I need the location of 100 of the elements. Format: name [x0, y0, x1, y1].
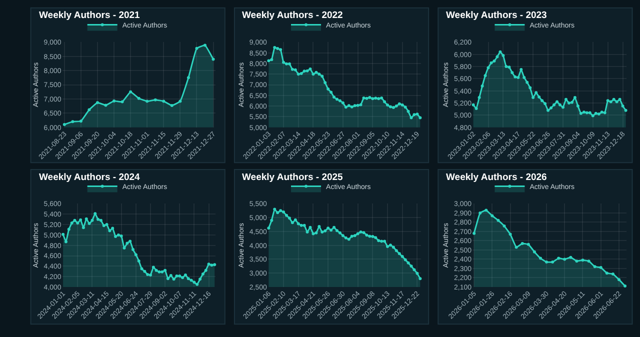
point [296, 222, 300, 226]
point [532, 250, 536, 254]
point [350, 105, 354, 108]
point [210, 264, 214, 267]
point [320, 74, 324, 78]
point [564, 98, 568, 101]
point [388, 105, 392, 108]
point [312, 232, 315, 236]
point [160, 270, 164, 274]
point [294, 68, 297, 72]
point [207, 262, 210, 266]
point [186, 76, 190, 80]
point [605, 272, 608, 275]
point [129, 90, 132, 94]
point [294, 218, 297, 222]
point [504, 65, 508, 68]
point [528, 86, 532, 90]
point [520, 242, 524, 246]
point [618, 98, 622, 101]
point [312, 72, 315, 76]
point [324, 81, 327, 84]
point [362, 231, 366, 234]
point [418, 277, 422, 280]
point [347, 238, 350, 241]
point [383, 240, 386, 243]
point [170, 104, 174, 107]
point [406, 261, 410, 264]
point [496, 218, 500, 222]
point [62, 232, 65, 236]
point [624, 284, 627, 288]
point [356, 104, 360, 107]
point [140, 267, 144, 270]
point [341, 234, 344, 238]
point [341, 101, 344, 104]
point [300, 72, 303, 75]
point [490, 214, 494, 218]
point [71, 120, 74, 124]
point [492, 60, 496, 63]
point [181, 276, 184, 280]
point [126, 242, 129, 245]
point [418, 116, 422, 120]
point [550, 106, 553, 110]
point [330, 90, 333, 94]
point [326, 88, 330, 91]
point [585, 111, 588, 114]
point [562, 106, 564, 109]
point [581, 258, 584, 262]
point [120, 234, 123, 238]
point [377, 97, 380, 100]
point [152, 266, 155, 269]
point [296, 72, 300, 76]
point [394, 249, 398, 252]
point [508, 232, 512, 236]
point [318, 224, 321, 228]
point [73, 218, 76, 222]
point [330, 228, 333, 232]
point [175, 274, 178, 278]
point [621, 104, 624, 108]
point [406, 110, 410, 113]
point [380, 240, 384, 243]
point [320, 230, 324, 234]
point [563, 258, 566, 261]
point [178, 100, 182, 103]
point [308, 68, 312, 71]
point [290, 221, 294, 224]
point [111, 226, 114, 230]
point [70, 221, 74, 224]
point [154, 268, 158, 272]
point [371, 234, 374, 238]
point [104, 104, 108, 107]
point [267, 226, 270, 230]
point [178, 274, 182, 278]
point [96, 101, 99, 104]
chart-title: Weekly Authors - 2022 [242, 10, 343, 21]
point [368, 234, 372, 238]
point [332, 226, 336, 229]
point [516, 76, 520, 79]
point [137, 96, 140, 100]
point [392, 246, 395, 249]
point [374, 96, 378, 100]
point [400, 104, 404, 106]
point [510, 71, 514, 74]
point [368, 96, 372, 100]
point [273, 208, 276, 211]
point [593, 265, 596, 268]
point [570, 100, 574, 104]
point [557, 256, 560, 260]
point [508, 66, 511, 69]
point [478, 211, 482, 214]
point [356, 232, 360, 236]
point [324, 229, 327, 232]
point [552, 103, 556, 106]
point [520, 68, 523, 72]
point [204, 268, 208, 272]
point [579, 112, 582, 115]
point [338, 231, 342, 234]
point [338, 99, 342, 102]
point [204, 44, 206, 47]
point [285, 62, 288, 66]
point [267, 59, 270, 62]
